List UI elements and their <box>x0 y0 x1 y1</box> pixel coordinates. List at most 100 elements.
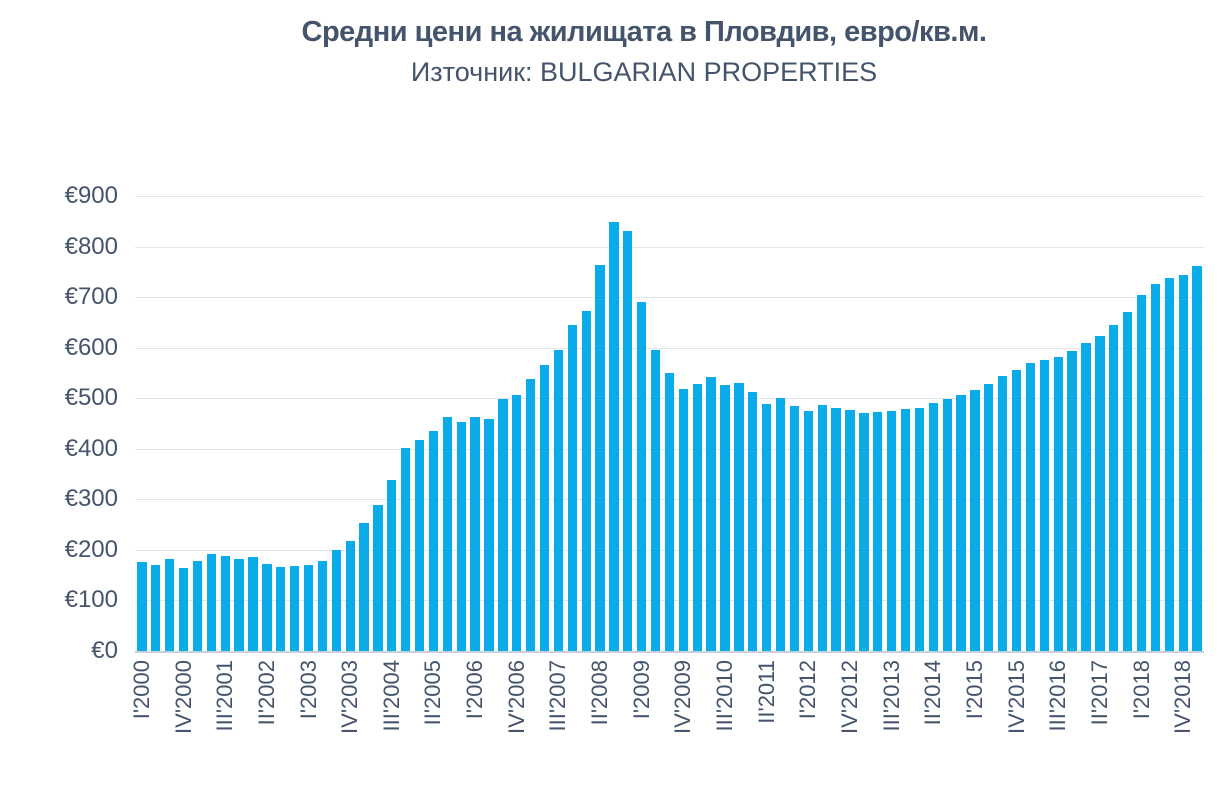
bar <box>1164 277 1174 651</box>
bar <box>414 440 425 651</box>
bar <box>1192 266 1202 651</box>
bar <box>331 549 341 651</box>
bar <box>678 388 689 651</box>
x-axis-label: I'2018 <box>1128 660 1154 720</box>
x-axis-line <box>135 651 1204 653</box>
bar <box>762 404 772 651</box>
bar <box>859 413 869 651</box>
bar <box>845 409 855 651</box>
bar <box>998 376 1008 651</box>
x-axis-label: III'2010 <box>712 660 738 732</box>
x-axis-label: IV'2003 <box>337 660 363 734</box>
x-axis-label: II'2002 <box>253 660 279 726</box>
bar <box>1025 362 1036 651</box>
bar <box>262 564 272 651</box>
y-axis-label: €600 <box>64 333 118 361</box>
bar <box>165 559 175 651</box>
bar <box>539 365 550 651</box>
bar <box>720 385 730 651</box>
x-axis-label: IV'2015 <box>1003 660 1029 734</box>
bar <box>137 561 147 651</box>
x-axis-label: II'2014 <box>920 660 946 726</box>
bar <box>748 391 758 651</box>
bar <box>234 559 244 651</box>
bar <box>886 410 897 651</box>
bar <box>984 384 994 651</box>
bar <box>900 409 911 651</box>
bar <box>650 349 661 651</box>
gridline <box>135 347 1204 349</box>
bar <box>914 407 925 651</box>
x-axis-label: IV'2012 <box>836 660 862 734</box>
chart-subtitle: Източник: BULGARIAN PROPERTIES <box>410 57 878 87</box>
x-axis-label: II'2005 <box>420 660 446 726</box>
x-axis-label: III'2016 <box>1045 660 1071 732</box>
x-axis-label: I'2006 <box>462 660 488 720</box>
bar <box>1095 335 1105 651</box>
gridline <box>135 196 1204 197</box>
bar <box>1011 369 1022 651</box>
bar <box>1178 274 1188 651</box>
x-axis-label: II'2008 <box>587 660 613 726</box>
bar <box>581 310 591 651</box>
bar <box>442 417 453 651</box>
chart-title: Средни цени на жилищата в Пловдив, евро/… <box>301 16 987 48</box>
x-axis-label: I'2003 <box>295 660 321 720</box>
bar <box>734 382 744 651</box>
bar <box>942 399 952 651</box>
bar <box>664 372 675 651</box>
bar <box>692 383 702 651</box>
bar <box>290 565 300 651</box>
bar <box>151 564 161 651</box>
bar <box>345 540 355 651</box>
bar <box>803 410 813 651</box>
bar <box>928 403 938 651</box>
bar <box>1039 359 1049 651</box>
x-axis-label: I'2009 <box>628 660 654 720</box>
bar <box>512 394 522 651</box>
y-axis-label: €700 <box>64 283 118 311</box>
bar <box>970 390 980 651</box>
bar <box>248 557 258 651</box>
bar <box>276 566 286 651</box>
bar <box>1150 283 1161 651</box>
y-axis-label: €200 <box>64 535 118 563</box>
bar <box>595 265 605 651</box>
bar <box>178 567 189 651</box>
bar <box>456 422 466 651</box>
bar <box>428 430 439 651</box>
bar <box>206 554 216 651</box>
bar <box>1122 312 1133 651</box>
bar <box>831 408 841 651</box>
bar <box>637 301 647 651</box>
x-axis-label: III'2013 <box>878 660 904 732</box>
gridline <box>135 246 1204 248</box>
bar <box>553 350 564 651</box>
bar <box>623 231 633 651</box>
bar <box>526 379 536 651</box>
x-axis-label: IV'2000 <box>170 660 196 734</box>
bar <box>1109 324 1119 651</box>
bar <box>817 404 827 651</box>
y-axis-label: €100 <box>64 586 118 614</box>
x-axis-label: IV'2006 <box>503 660 529 734</box>
bar <box>1081 342 1091 651</box>
bar <box>498 399 508 651</box>
bar <box>303 564 314 651</box>
bar <box>789 406 800 651</box>
bar <box>359 522 369 651</box>
bar <box>387 480 397 651</box>
x-axis-label: III'2007 <box>545 660 571 732</box>
x-axis-label: I'2012 <box>795 660 821 720</box>
bar <box>192 560 203 651</box>
y-axis-label: €400 <box>64 434 118 462</box>
bar <box>484 419 494 651</box>
y-axis-label: €500 <box>64 384 118 412</box>
bar <box>220 555 230 651</box>
bar <box>1067 351 1077 651</box>
x-axis-label: I'2015 <box>961 660 987 720</box>
x-axis-label: I'2000 <box>128 660 154 720</box>
y-axis-label: €300 <box>64 485 118 513</box>
